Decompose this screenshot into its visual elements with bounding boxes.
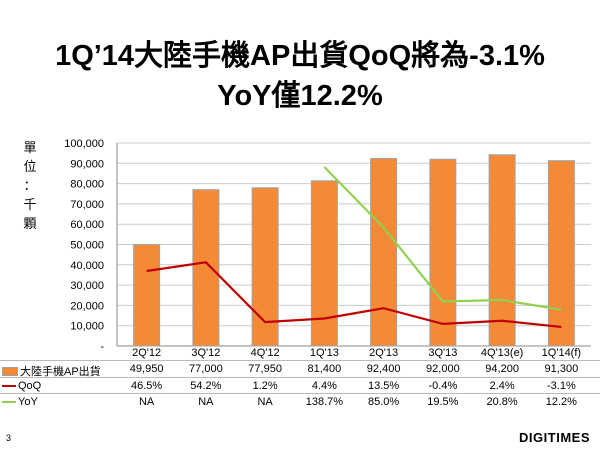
category-label: 1Q'14(f): [541, 347, 582, 359]
data-label: 4.4%: [311, 380, 337, 392]
category-label: 4Q'13(e): [480, 347, 524, 359]
data-label: 94,200: [485, 363, 519, 375]
table-divider: [0, 393, 600, 394]
legend-label: QoQ: [18, 380, 42, 392]
legend-swatch: [2, 366, 18, 376]
data-label: 77,950: [248, 363, 282, 375]
y-tick-label: 70,000: [70, 199, 104, 211]
line-qoq: [146, 261, 562, 329]
bar: [192, 189, 220, 347]
data-label: 19.5%: [427, 396, 459, 408]
category-label: 3Q'13: [428, 347, 458, 359]
data-label: 54.2%: [190, 380, 222, 392]
y-tick-label: 30,000: [70, 280, 104, 292]
data-label: 138.7%: [305, 396, 344, 408]
bar: [488, 154, 516, 347]
category-label: 2Q'13: [369, 347, 399, 359]
legend-swatch: [2, 385, 16, 387]
legend-line: YoY: [2, 396, 38, 408]
slide-title-line2: YoY僅12.2%: [217, 80, 383, 112]
category-label: 4Q'12: [250, 347, 280, 359]
legend-bar: 大陸手機AP出貨: [2, 363, 101, 379]
y-tick-label: 80,000: [70, 179, 104, 191]
data-label: 49,950: [129, 363, 164, 375]
page-number: 3: [6, 433, 12, 443]
data-label: -3.1%: [547, 380, 576, 392]
table-divider: [0, 377, 600, 378]
bar: [251, 187, 279, 347]
y-tick-label: 50,000: [70, 240, 104, 252]
y-tick-label: -: [100, 341, 104, 353]
bar: [133, 244, 161, 347]
unit-char: 千: [23, 197, 37, 212]
y-tick-label: 100,000: [64, 138, 104, 150]
data-label: 20.8%: [486, 396, 518, 408]
data-label: -0.4%: [428, 380, 458, 392]
bar: [310, 180, 338, 347]
bar: [547, 160, 575, 347]
unit-char: 顆: [23, 216, 37, 231]
y-tick-label: 10,000: [70, 321, 104, 333]
legend-line: QoQ: [2, 380, 41, 392]
slide-title-line1: 1Q’14大陸手機AP出貨QoQ將為-3.1%: [55, 40, 545, 72]
data-label: 2.4%: [489, 380, 515, 392]
data-label: NA: [257, 396, 273, 408]
unit-char: ：: [23, 178, 37, 193]
bar: [429, 158, 457, 347]
data-label: 81,400: [307, 363, 342, 375]
data-label: 1.2%: [252, 380, 278, 392]
category-label: 2Q'12: [132, 347, 162, 359]
digitimes-logo: DIGITIMES: [519, 430, 590, 445]
table-divider: [0, 360, 600, 361]
unit-label: 單 位 ： 千 顆: [22, 138, 38, 233]
category-label: 3Q'12: [191, 347, 221, 359]
legend-swatch: [2, 401, 16, 403]
category-label: 1Q'13: [309, 347, 339, 359]
data-label: 77,000: [189, 363, 223, 375]
data-label: 92,400: [366, 363, 401, 375]
y-tick-label: 20,000: [70, 300, 104, 312]
data-label: 85.0%: [368, 396, 400, 408]
data-label: NA: [138, 396, 155, 408]
legend-label: 大陸手機AP出貨: [20, 366, 101, 378]
data-label: 92,000: [426, 363, 460, 375]
y-tick-label: 60,000: [70, 219, 104, 231]
data-label: 46.5%: [131, 380, 163, 392]
unit-char: 位: [23, 159, 37, 174]
unit-char: 單: [23, 140, 37, 155]
data-label: NA: [198, 396, 214, 408]
y-tick-label: 40,000: [70, 260, 104, 272]
y-tick-label: 90,000: [70, 158, 104, 170]
legend-label: YoY: [18, 396, 38, 408]
data-label: 12.2%: [545, 396, 577, 408]
data-label: 91,300: [544, 363, 579, 375]
bar: [370, 157, 398, 347]
data-label: 13.5%: [368, 380, 400, 392]
